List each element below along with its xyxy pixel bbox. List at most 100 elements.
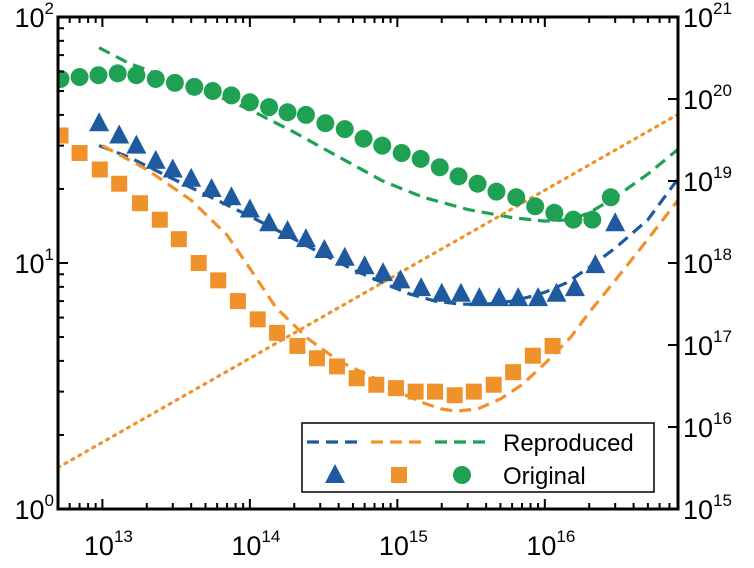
data-point-blue-triangle (373, 262, 394, 282)
data-point-green-circle (468, 174, 487, 193)
data-point-blue-triangle (89, 112, 110, 132)
data-point-green-circle (185, 77, 204, 96)
data-point-green-circle (354, 129, 373, 148)
legend: Reproduced Original (301, 422, 655, 493)
legend-swatch-circle (453, 466, 471, 484)
reproduced-line-green (98, 46, 678, 223)
data-point-orange-square (91, 161, 108, 178)
y2-tick-label: 1016 (683, 409, 732, 443)
data-point-blue-triangle (239, 198, 260, 218)
series-layer (58, 46, 678, 470)
data-point-green-circle (89, 66, 108, 85)
data-point-green-circle (316, 114, 335, 133)
data-point-orange-square (388, 380, 405, 397)
y2-tick-label: 1017 (683, 327, 732, 361)
dotted-line-orange (58, 112, 678, 470)
data-point-orange-square (71, 144, 88, 161)
data-point-blue-triangle (126, 134, 147, 154)
data-point-orange-square (544, 337, 561, 354)
data-point-blue-triangle (354, 255, 375, 275)
data-point-green-circle (430, 158, 449, 177)
data-point-green-circle (240, 93, 259, 112)
data-point-green-circle (278, 103, 297, 122)
data-point-orange-square (407, 383, 424, 400)
data-point-blue-triangle (411, 277, 432, 297)
plot-area (58, 46, 678, 470)
data-point-orange-square (58, 127, 69, 144)
legend-box (301, 422, 655, 493)
data-point-green-circle (411, 149, 430, 168)
data-point-orange-square (111, 175, 128, 192)
data-point-green-circle (373, 136, 392, 155)
data-point-blue-triangle (489, 287, 510, 307)
data-point-orange-square (269, 324, 286, 341)
data-point-blue-triangle (528, 287, 549, 307)
data-point-blue-triangle (508, 287, 529, 307)
y-tick-label: 101 (14, 245, 54, 279)
legend-label-original: Original (503, 463, 586, 490)
data-point-orange-square (485, 376, 502, 393)
data-point-green-circle (260, 98, 279, 117)
reproduced-line-orange (101, 144, 678, 413)
data-point-green-circle (222, 86, 241, 105)
data-point-blue-triangle (390, 269, 411, 289)
data-point-orange-square (210, 272, 227, 289)
y2-tick-label: 1019 (683, 163, 732, 197)
data-point-orange-square (190, 255, 207, 271)
data-point-blue-triangle (546, 282, 567, 302)
data-point-blue-triangle (585, 254, 606, 274)
data-point-green-circle (165, 73, 184, 92)
x-tick-label: 1014 (231, 527, 280, 561)
legend-swatch-square (391, 467, 407, 483)
data-point-orange-square (368, 376, 385, 393)
data-point-green-circle (70, 68, 89, 87)
y2-tick-label: 1015 (683, 491, 732, 525)
data-point-orange-square (329, 358, 346, 375)
y2-tick-label: 1018 (683, 245, 732, 279)
data-point-orange-square (426, 383, 443, 400)
data-point-green-circle (507, 188, 526, 207)
data-point-blue-triangle (162, 158, 183, 178)
data-point-blue-triangle (450, 282, 471, 302)
legend-label-reproduced: Reproduced (503, 430, 634, 457)
data-point-orange-square (446, 387, 463, 404)
x-tick-label: 1013 (84, 527, 133, 561)
x-tick-label: 1016 (526, 527, 575, 561)
data-point-blue-triangle (295, 228, 316, 248)
data-point-blue-triangle (314, 238, 335, 258)
data-point-blue-triangle (605, 212, 626, 232)
data-point-green-circle (526, 197, 545, 216)
data-point-blue-triangle (259, 212, 280, 232)
data-point-blue-triangle (431, 282, 452, 302)
data-point-orange-square (465, 383, 482, 400)
data-point-blue-triangle (145, 149, 166, 169)
data-point-orange-square (170, 231, 187, 248)
tick-layer: 1013 1014 1015 1016 100 101 102 1015 1016 1017 101… (14, 0, 731, 561)
data-point-green-circle (583, 210, 602, 229)
data-point-blue-triangle (221, 186, 242, 206)
data-point-green-circle (296, 105, 315, 124)
data-point-orange-square (308, 350, 325, 367)
y2-tick-label: 1021 (683, 0, 732, 33)
data-point-orange-square (132, 195, 149, 212)
data-point-green-circle (108, 64, 127, 83)
data-point-orange-square (249, 311, 266, 328)
data-point-orange-square (524, 347, 541, 364)
data-point-blue-triangle (109, 124, 130, 144)
data-point-orange-square (289, 337, 306, 354)
data-point-green-circle (545, 203, 564, 222)
data-point-green-circle (449, 167, 468, 186)
data-point-orange-square (348, 370, 365, 387)
x-tick-label: 1015 (379, 527, 428, 561)
data-point-green-circle (335, 120, 354, 139)
data-point-orange-square (505, 364, 522, 381)
data-point-blue-triangle (181, 167, 202, 187)
data-point-green-circle (487, 182, 506, 201)
data-point-green-circle (146, 69, 165, 88)
data-point-green-circle (601, 188, 620, 207)
y2-tick-label: 1020 (683, 81, 732, 115)
y-tick-label: 102 (14, 0, 54, 33)
legend-swatch-triangle (325, 464, 345, 483)
data-point-green-circle (392, 143, 411, 162)
